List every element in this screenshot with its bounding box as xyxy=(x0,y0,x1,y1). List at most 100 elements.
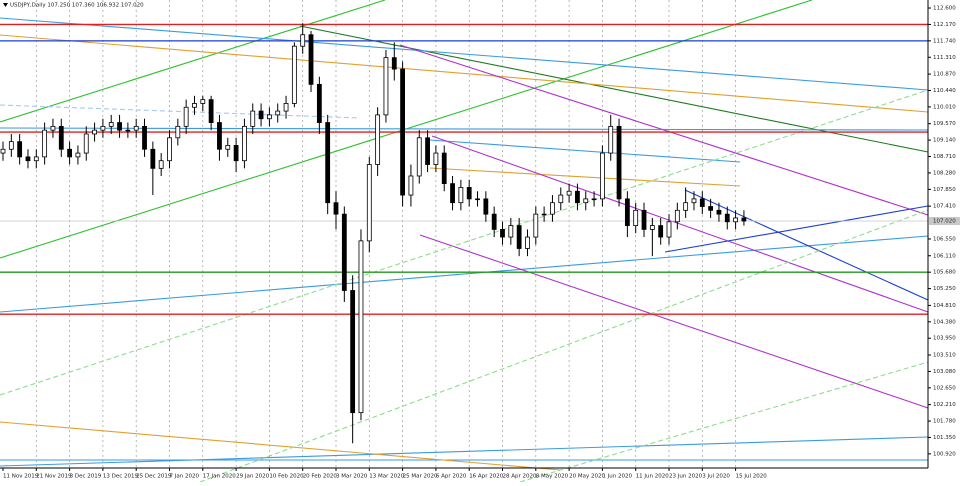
y-tick-label: 101.350 xyxy=(933,435,956,441)
y-tick-label: 110.010 xyxy=(933,104,956,110)
candle-body xyxy=(583,198,589,204)
levels xyxy=(0,23,928,315)
y-tick-label: 105.250 xyxy=(933,286,956,292)
candle-body xyxy=(150,148,156,169)
candle-body xyxy=(483,198,489,215)
trend-line xyxy=(0,0,386,123)
candle-body xyxy=(375,114,381,165)
y-tick-label: 103.080 xyxy=(933,369,956,375)
trend-line xyxy=(0,127,929,131)
y-tick-label: 109.140 xyxy=(933,138,956,144)
x-tick-label: 15 Jul 2020 xyxy=(736,474,768,480)
y-tick-label: 101.780 xyxy=(933,419,956,425)
candle-body xyxy=(167,137,172,162)
candle-body xyxy=(217,122,222,150)
y-tick-label: 110.440 xyxy=(933,88,956,94)
candle-body xyxy=(242,125,247,162)
candle-body xyxy=(208,99,214,123)
candle-body xyxy=(475,198,480,201)
x-tick-label: 7 Jan 2020 xyxy=(170,474,200,480)
candle-body xyxy=(541,213,547,216)
candle-body xyxy=(250,110,256,127)
trend-line xyxy=(0,421,561,471)
y-tick-label: 108.280 xyxy=(933,170,956,176)
candle-body xyxy=(716,209,722,215)
trend-line xyxy=(519,361,929,483)
candle-body xyxy=(741,217,747,222)
candle-body xyxy=(383,57,389,116)
candle-body xyxy=(300,34,306,47)
trend-line xyxy=(429,167,741,187)
candle-body xyxy=(616,125,622,200)
candle-body xyxy=(266,114,272,120)
candle-body xyxy=(100,125,106,131)
trend-line xyxy=(431,135,929,313)
last-price-box xyxy=(929,217,960,226)
candle-body xyxy=(366,164,372,242)
y-tick-label: 109.570 xyxy=(933,121,956,127)
x-tick-label: 13 Mar 2020 xyxy=(369,474,404,480)
candle-body xyxy=(291,45,297,104)
candle-body xyxy=(33,156,39,162)
x-tick-label: 10 Feb 2020 xyxy=(269,474,304,480)
candle-body xyxy=(67,148,72,158)
trend-lines xyxy=(0,0,929,483)
trend-line xyxy=(0,235,929,313)
candle-body xyxy=(550,202,555,215)
candle-body xyxy=(17,141,23,158)
y-tick-label: 105.680 xyxy=(933,270,956,276)
x-tick-label: 3 Mar 2020 xyxy=(336,474,368,480)
y-tick-label: 110.870 xyxy=(933,72,956,78)
y-tick-label: 106.110 xyxy=(933,253,956,259)
candles xyxy=(0,23,747,444)
candle-body xyxy=(491,213,497,230)
x-tick-label: 3 Jul 2020 xyxy=(702,474,730,480)
trend-line xyxy=(0,89,929,396)
candle-body xyxy=(8,141,14,150)
candle-body xyxy=(649,225,655,230)
candle-body xyxy=(450,183,455,204)
x-tick-label: 11 Jun 2020 xyxy=(636,474,670,480)
candle-body xyxy=(600,152,605,200)
candle-body xyxy=(341,213,347,291)
trend-line xyxy=(0,104,361,119)
candle-body xyxy=(358,240,364,414)
trend-line xyxy=(419,234,929,409)
candle-body xyxy=(608,125,614,154)
y-tick-label: 104.810 xyxy=(933,303,956,309)
candle-body xyxy=(591,198,597,201)
y-tick-label: 100.920 xyxy=(933,451,956,457)
candle-body xyxy=(466,187,472,200)
x-tick-label: 21 Nov 2019 xyxy=(36,474,72,480)
candle-body xyxy=(458,187,464,204)
trend-line xyxy=(684,189,929,301)
candle-body xyxy=(674,209,680,223)
candle-body xyxy=(142,125,147,150)
candle-body xyxy=(516,225,522,249)
trend-line xyxy=(399,44,929,216)
x-tick-label: 28 Apr 2020 xyxy=(503,474,538,480)
x-tick-label: 17 Jan 2020 xyxy=(203,474,236,480)
x-tick-label: 16 Apr 2020 xyxy=(469,474,504,480)
candle-body xyxy=(566,190,572,196)
x-tick-label: 8 May 2020 xyxy=(536,474,569,480)
candle-body xyxy=(192,103,197,108)
x-tick-label: 6 Apr 2020 xyxy=(436,474,467,480)
title-marker xyxy=(3,3,8,7)
candle-body xyxy=(408,175,414,196)
candle-body xyxy=(425,137,430,165)
candle-body xyxy=(533,213,539,238)
trend-line xyxy=(0,436,929,467)
trend-line xyxy=(199,209,929,483)
candle-body xyxy=(92,129,97,135)
trend-line xyxy=(664,205,929,253)
last-price-label: 107.020 xyxy=(933,219,956,225)
candle-body xyxy=(42,129,48,158)
candle-body xyxy=(558,194,564,204)
y-tick-label: 112.170 xyxy=(933,22,956,28)
y-tick-label: 107.850 xyxy=(933,187,956,193)
x-tick-label: 3 Dec 2019 xyxy=(70,474,102,480)
candle-body xyxy=(125,129,131,132)
y-tick-label: 102.210 xyxy=(933,402,956,408)
